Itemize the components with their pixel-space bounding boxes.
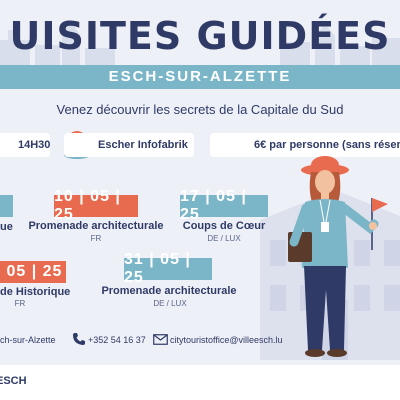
contact-phone-text[interactable]: +352 54 16 37 [88, 335, 146, 345]
tour-language: FR [14, 299, 26, 308]
esch-logo: ESCH [0, 375, 27, 387]
tour-language: DE / LUX [207, 234, 241, 243]
tour-name: Coups de Cœur [182, 220, 266, 232]
tour-date: 5 [0, 195, 13, 217]
time-text: 14H30 [18, 139, 50, 151]
tour-guide-illustration [288, 156, 388, 357]
place-pill: Escher Infofabrik [64, 133, 194, 157]
city-name: ESCH-SUR-ALZETTE [108, 68, 292, 85]
price-text: 6€ par personne (sans réserva [254, 139, 400, 151]
tour-date: 10 | 05 | 25 [54, 188, 138, 223]
place-text: Escher Infofabrik [98, 139, 188, 151]
envelope-icon [153, 334, 168, 345]
price-pill: 6€ par personne (sans réserva [210, 133, 400, 157]
contact-email[interactable]: citytouristoffice@villeesch.lu [170, 330, 283, 350]
tour-name: de Historique [0, 286, 71, 298]
tour-language: DE / LUX [153, 299, 187, 308]
phone-icon [73, 333, 85, 345]
city-banner [0, 65, 400, 89]
footer [0, 365, 400, 400]
page-title: UISITES GUIDÉES [9, 14, 391, 58]
contact-city-text: ch-sur-Alzette [0, 335, 56, 345]
info-bar: 14H30 Escher Infofabrik € 6€ par personn… [0, 128, 400, 162]
tour-name: Promenade architecturale [101, 285, 237, 297]
time-pill: 14H30 [0, 133, 50, 157]
tour-date: | 05 | 25 [0, 261, 66, 283]
tour-date: 17 | 05 | 25 [180, 188, 268, 223]
subtitle: Venez découvrir les secrets de la Capita… [56, 102, 344, 117]
contact-phone[interactable]: +352 54 16 37 [88, 330, 146, 350]
tour-name: Promenade architecturale [28, 220, 164, 232]
contact-city: ch-sur-Alzette [0, 330, 56, 350]
tour-name: ue [0, 221, 13, 233]
tour-language: FR [90, 234, 102, 243]
tour-date: 31 | 05 | 25 [124, 251, 212, 286]
contact-email-text[interactable]: citytouristoffice@villeesch.lu [170, 335, 283, 345]
